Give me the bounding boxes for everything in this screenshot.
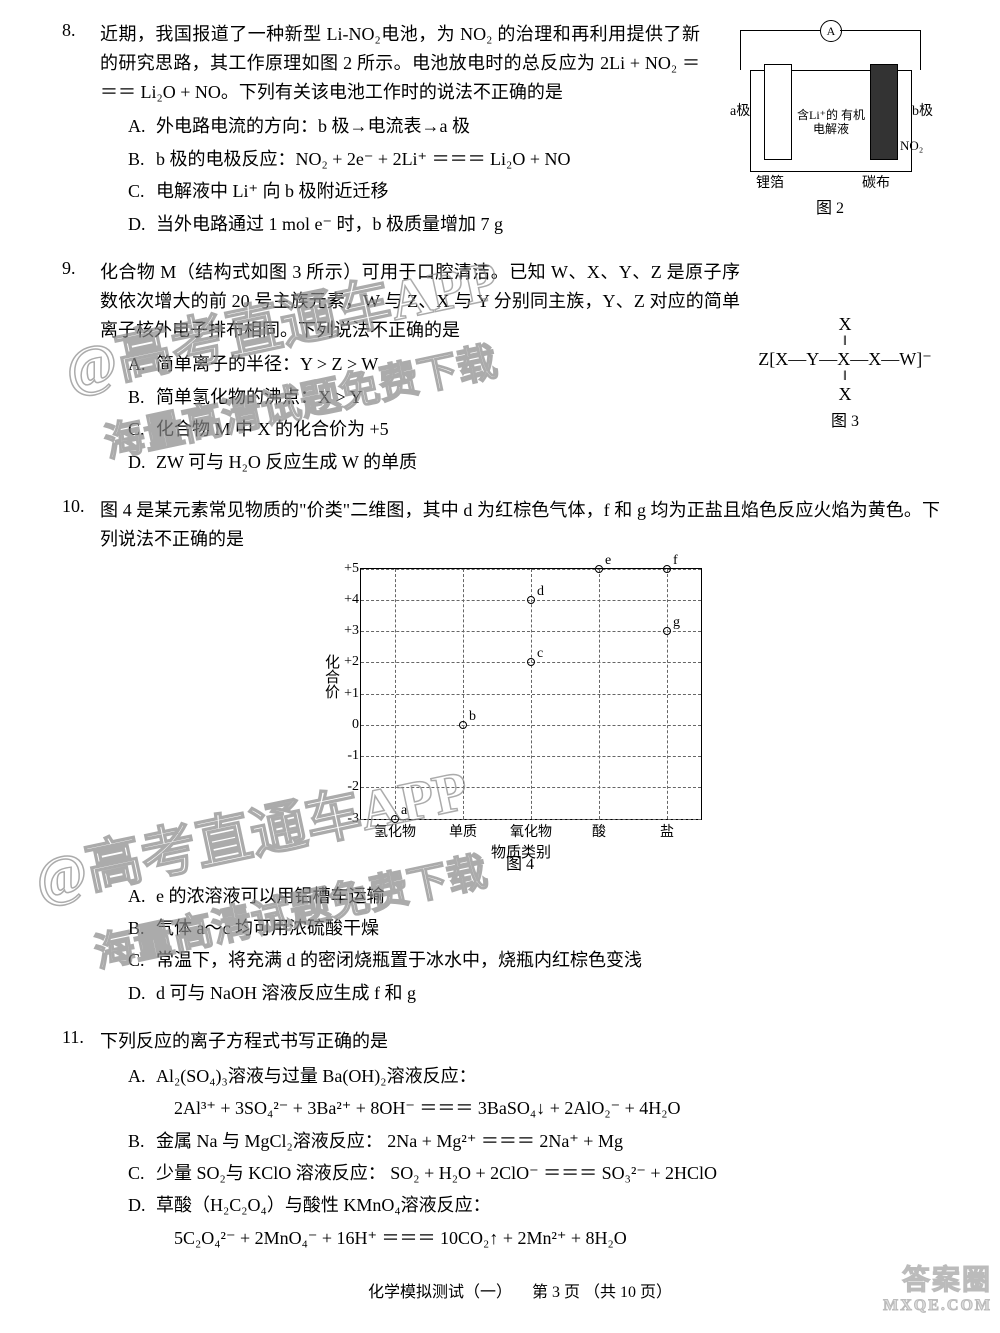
fig4-point-label-c: c xyxy=(537,646,543,662)
fig4-xcat: 氢化物 xyxy=(374,821,416,841)
q11-opt-B: B.金属 Na 与 MgCl₂溶液反应： 2Na + Mg²⁺ ＝＝＝ 2Na⁺… xyxy=(128,1125,940,1157)
fig4-ytick: -1 xyxy=(347,748,359,764)
q11-opt-A: A.Al₂(SO₄)₃溶液与过量 Ba(OH)₂溶液反应： 2Al³⁺ + 3S… xyxy=(128,1060,940,1125)
q8-opt-C-text: 电解液中 Li⁺ 向 b 极附近迁移 xyxy=(156,181,389,201)
fig4-ytick: +3 xyxy=(344,623,359,639)
q10-opt-A: A.e 的浓溶液可以用铝槽车运输 xyxy=(128,880,940,912)
figure-2-diagram: A a极 b极 含Li⁺的 有机电解液 NO₂ 锂箔 碳布 xyxy=(720,20,940,190)
label-solution: 含Li⁺的 有机电解液 xyxy=(796,108,866,137)
q9-opt-A-text: 简单离子的半径：Y > Z > W xyxy=(156,354,378,374)
fig4-xcat: 单质 xyxy=(449,821,477,841)
question-11: 11. 下列反应的离子方程式书写正确的是 A.Al₂(SO₄)₃溶液与过量 Ba… xyxy=(100,1027,940,1254)
fig4-point-f xyxy=(663,565,671,573)
q10-opt-C: C.常温下，将充满 d 的密闭烧瓶置于冰水中，烧瓶内红棕色变浅 xyxy=(128,944,940,976)
q9-number: 9. xyxy=(62,258,76,279)
fig4-point-label-e: e xyxy=(605,553,611,569)
fig4-point-label-g: g xyxy=(673,615,680,631)
q11-opt-C: C.少量 SO₂与 KClO 溶液反应： SO₂ + H₂O + 2ClO⁻ ＝… xyxy=(128,1157,940,1189)
q11-B-eq: 2Na + Mg²⁺ ＝＝＝ 2Na⁺ + Mg xyxy=(387,1131,623,1151)
fig4-point-b xyxy=(459,721,467,729)
q9-opt-B-text: 简单氢化物的沸点：X > Y xyxy=(156,387,362,407)
q11-stem: 下列反应的离子方程式书写正确的是 xyxy=(100,1027,940,1056)
fig3-bot-bond: ‖ xyxy=(750,370,940,384)
fig4-xcat: 酸 xyxy=(592,821,606,841)
q10-options: A.e 的浓溶液可以用铝槽车运输 B.气体 a～c 均可用浓硫酸干燥 C.常温下… xyxy=(100,880,940,1010)
q10-opt-B: B.气体 a～c 均可用浓硫酸干燥 xyxy=(128,912,940,944)
fig4-point-g xyxy=(663,627,671,635)
q8-opt-B-text: b 极的电极反应：NO₂ + 2e⁻ + 2Li⁺ ＝＝＝ Li₂O + NO xyxy=(156,149,570,169)
exam-page: @高考直通车APP 海量高清试题免费下载 @高考直通车APP 海量高清试题免费下… xyxy=(0,0,1000,1322)
question-8: 8. 近期，我国报道了一种新型 Li-NO₂电池，为 NO₂ 的治理和再利用提供… xyxy=(100,20,940,240)
q11-C-lead: 少量 SO₂与 KClO 溶液反应： xyxy=(156,1163,386,1183)
q10-opt-D: D.d 可与 NaOH 溶液反应生成 f 和 g xyxy=(128,977,940,1009)
figure-4: 化合价 物质类别 -3-2-10+1+2+3+4+5氢化物单质氧化物酸盐abcd… xyxy=(340,568,700,874)
q11-A-eq: 2Al³⁺ + 3SO₄²⁻ + 3Ba²⁺ + 8OH⁻ ＝＝＝ 3BaSO₄… xyxy=(128,1098,681,1118)
fig4-ytick: +1 xyxy=(344,686,359,702)
fig4-ytick: +5 xyxy=(344,561,359,577)
label-elec-b: 碳布 xyxy=(862,172,890,192)
q8-opt-D-text: 当外电路通过 1 mol e⁻ 时，b 极质量增加 7 g xyxy=(156,214,503,234)
fig4-ytick: -3 xyxy=(347,811,359,827)
figure-2-caption: 图 2 xyxy=(720,194,940,218)
q8-number: 8. xyxy=(62,20,76,41)
fig4-point-label-b: b xyxy=(469,709,476,725)
q10-number: 10. xyxy=(62,496,85,517)
label-a-pole: a极 xyxy=(730,100,750,120)
q11-B-lead: 金属 Na 与 MgCl₂溶液反应： xyxy=(156,1131,383,1151)
page-footer: 化学模拟测试（一） 第 3 页 （共 10 页） xyxy=(100,1278,940,1302)
q11-A-lead: Al₂(SO₄)₃溶液与过量 Ba(OH)₂溶液反应： xyxy=(156,1066,477,1086)
question-10: 10. 图 4 是某元素常见物质的"价类"二维图，其中 d 为红棕色气体，f 和… xyxy=(100,496,940,1009)
corner-wm-bottom: MXQE.COM xyxy=(883,1297,992,1315)
q8-opt-A-text: 外电路电流的方向：b 极→电流表→a 极 xyxy=(156,116,470,136)
fig3-bot-x: X xyxy=(750,384,940,405)
q9-opt-D-text: ZW 可与 H₂O 反应生成 W 的单质 xyxy=(156,452,417,472)
q10-opt-B-text: 气体 a～c 均可用浓硫酸干燥 xyxy=(156,918,379,938)
footer-page: 第 3 页 （共 10 页） xyxy=(532,1284,672,1301)
fig4-xlabel: 物质类别 xyxy=(491,841,551,862)
corner-wm-top: 答案圈 xyxy=(883,1266,992,1297)
figure-2: A a极 b极 含Li⁺的 有机电解液 NO₂ 锂箔 碳布 图 2 xyxy=(720,20,940,218)
fig4-point-label-d: d xyxy=(537,584,544,600)
ammeter-icon: A xyxy=(820,20,842,42)
fig4-ytick: +2 xyxy=(344,654,359,670)
fig4-point-label-f: f xyxy=(673,553,678,569)
fig4-ytick: +4 xyxy=(344,592,359,608)
fig4-xcat: 盐 xyxy=(660,821,674,841)
q9-opt-C-text: 化合物 M 中 X 的化合价为 +5 xyxy=(156,419,389,439)
q11-opt-D: D.草酸（H₂C₂O₄）与酸性 KMnO₄溶液反应： 5C₂O₄²⁻ + 2Mn… xyxy=(128,1189,940,1254)
label-no2: NO₂ xyxy=(900,138,923,154)
q10-opt-C-text: 常温下，将充满 d 的密闭烧瓶置于冰水中，烧瓶内红棕色变浅 xyxy=(156,950,642,970)
q11-options: A.Al₂(SO₄)₃溶液与过量 Ba(OH)₂溶液反应： 2Al³⁺ + 3S… xyxy=(100,1060,940,1254)
figure-4-chart: 化合价 物质类别 -3-2-10+1+2+3+4+5氢化物单质氧化物酸盐abcd… xyxy=(360,568,702,820)
figure-3: X ‖ Z[X—Y—X—X—W]⁻ ‖ X 图 3 xyxy=(750,314,940,431)
q10-opt-D-text: d 可与 NaOH 溶液反应生成 f 和 g xyxy=(156,983,416,1003)
fig3-formula: Z[X—Y—X—X—W]⁻ xyxy=(750,349,940,370)
fig4-point-d xyxy=(527,596,535,604)
q10-stem: 图 4 是某元素常见物质的"价类"二维图，其中 d 为红棕色气体，f 和 g 均… xyxy=(100,496,940,554)
fig4-ytick: 0 xyxy=(352,717,359,733)
footer-title: 化学模拟测试（一） xyxy=(368,1284,512,1301)
fig4-xcat: 氧化物 xyxy=(510,821,552,841)
q11-C-eq: SO₂ + H₂O + 2ClO⁻ ＝＝＝ SO₃²⁻ + 2HClO xyxy=(390,1163,717,1183)
fig4-point-c xyxy=(527,658,535,666)
figure-3-caption: 图 3 xyxy=(750,407,940,431)
fig3-top-bond: ‖ xyxy=(750,335,940,349)
fig4-ylabel: 化合价 xyxy=(321,654,342,699)
corner-watermark: 答案圈 MXQE.COM xyxy=(883,1266,992,1314)
q11-D-eq: 5C₂O₄²⁻ + 2MnO₄⁻ + 16H⁺ ＝＝＝ 10CO₂↑ + 2Mn… xyxy=(128,1228,627,1248)
q10-opt-A-text: e 的浓溶液可以用铝槽车运输 xyxy=(156,886,385,906)
label-elec-a: 锂箔 xyxy=(756,172,784,192)
question-9: 9. 化合物 M（结构式如图 3 所示）可用于口腔清洁。已知 W、X、Y、Z 是… xyxy=(100,258,940,478)
fig3-top-x: X xyxy=(750,314,940,335)
q11-D-lead: 草酸（H₂C₂O₄）与酸性 KMnO₄溶液反应： xyxy=(156,1195,491,1215)
label-b-pole: b极 xyxy=(912,100,933,120)
fig4-point-e xyxy=(595,565,603,573)
fig4-point-label-a: a xyxy=(401,803,407,819)
q9-opt-D: D.ZW 可与 H₂O 反应生成 W 的单质 xyxy=(128,446,940,478)
q11-number: 11. xyxy=(62,1027,84,1048)
fig4-ytick: -2 xyxy=(347,779,359,795)
fig4-point-a xyxy=(391,815,399,823)
